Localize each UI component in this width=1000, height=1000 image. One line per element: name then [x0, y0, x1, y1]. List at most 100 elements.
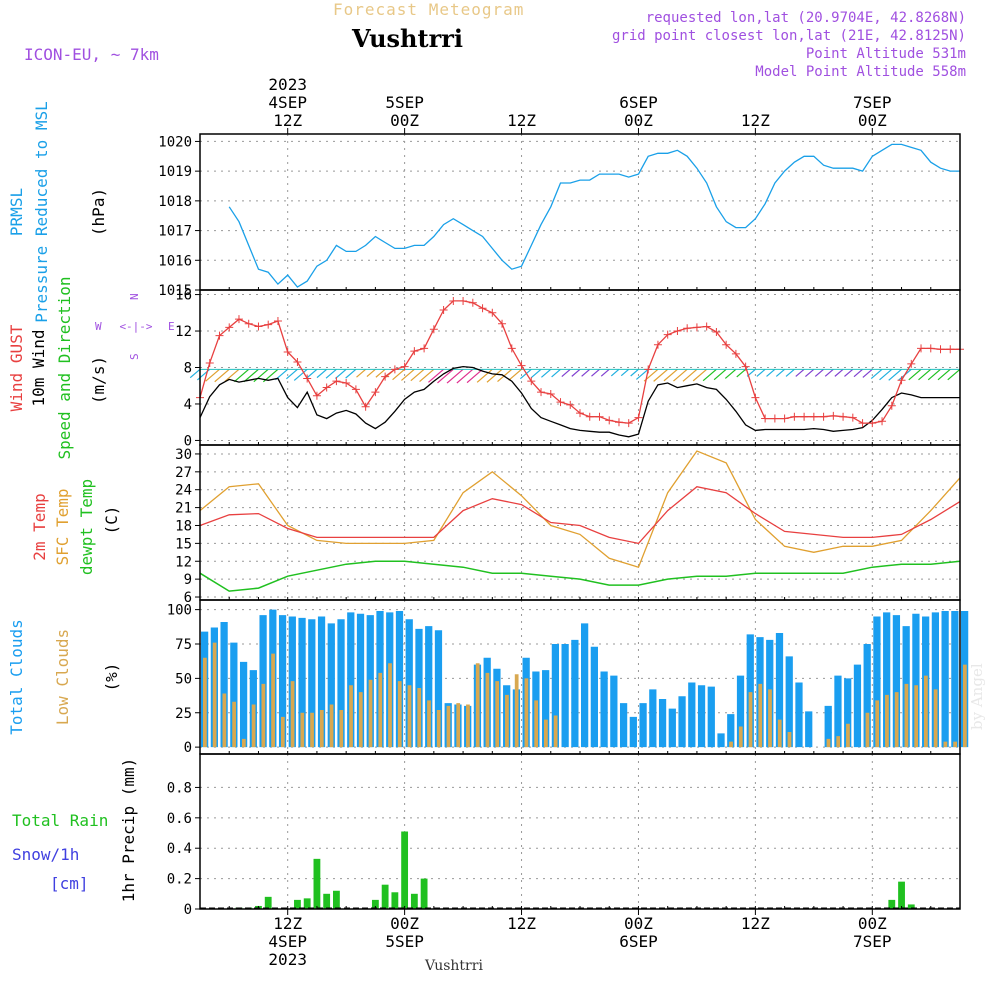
low-cloud-bar	[943, 741, 948, 748]
total-cloud-bar	[610, 675, 618, 748]
low-cloud-bar	[894, 692, 899, 748]
rain-bar	[401, 831, 409, 909]
total-cloud-bar	[239, 661, 248, 748]
low-cloud-bar	[953, 741, 957, 748]
x-tick-label-top: 12Z	[741, 111, 770, 130]
y-tick-label: 16	[175, 288, 192, 304]
total-cloud-bar	[736, 675, 745, 748]
x-tick-label-bottom: 2023	[268, 950, 307, 969]
wind-direction-arrow	[908, 368, 922, 381]
wind-direction-arrow	[795, 368, 805, 377]
low-cloud-bar	[904, 683, 909, 748]
wind-direction-arrow	[508, 368, 522, 381]
wind-direction-arrow	[519, 368, 532, 380]
low-cloud-bar	[475, 663, 480, 748]
low-cloud-bar	[232, 701, 236, 748]
wind-direction-arrow	[736, 368, 747, 378]
dir-key-glyph: <-|->	[119, 320, 152, 333]
gridpoint-coords: grid point closest lon,lat (21E, 42.8125…	[611, 28, 966, 44]
x-tick-label-top: 7SEP	[853, 93, 892, 112]
wind-direction-arrow	[724, 368, 737, 379]
gust-marker	[390, 365, 399, 374]
total-cloud-bar	[668, 708, 676, 748]
low-cloud-bar	[865, 712, 870, 748]
wind-direction-arrow	[366, 368, 376, 378]
x-tick-label-bottom: 00Z	[858, 914, 887, 933]
y-tick-label: 25	[175, 706, 192, 722]
gust-marker	[322, 383, 331, 392]
gust-marker	[429, 325, 438, 334]
clouds-unit: (%)	[102, 663, 121, 692]
low-cloud-bar	[358, 692, 363, 748]
x-tick-label-bottom: 6SEP	[619, 932, 658, 951]
y-tick-label: 12	[175, 324, 192, 340]
wind-direction-arrow	[824, 368, 834, 377]
low-cloud-bar	[319, 710, 324, 748]
precip-axis-label: 1hr Precip (mm)	[119, 758, 138, 903]
y-tick-label: 100	[167, 603, 192, 619]
low-cloud-bar	[485, 672, 490, 748]
y-tick-label: 0	[184, 740, 192, 756]
wind-direction-arrow	[306, 368, 318, 379]
wind-direction-arrow	[214, 368, 230, 383]
gust-marker	[868, 419, 877, 428]
gust-marker	[293, 358, 302, 367]
pressure-line	[228, 143, 960, 288]
total-cloud-bar	[834, 675, 842, 748]
wind-direction-arrow	[785, 368, 795, 377]
gust-marker	[410, 347, 419, 356]
y-tick-label: 1018	[158, 194, 192, 210]
total-cloud-bar	[600, 671, 608, 748]
y-tick-label: 1015	[158, 283, 192, 299]
gust-marker	[381, 372, 390, 381]
wind-direction-arrow	[888, 368, 902, 381]
wind-direction-arrow	[571, 368, 581, 377]
temp-2m-line	[199, 486, 961, 545]
total-cloud-bar	[590, 646, 598, 748]
gust-marker	[527, 377, 536, 386]
low-cloud-bar	[836, 736, 841, 748]
total-cloud-bar	[629, 716, 637, 748]
wind-direction-arrow	[775, 368, 786, 377]
dir-key-w: W	[95, 320, 102, 333]
total-clouds-label: Total Clouds	[7, 619, 26, 735]
model-label: ICON-EU, ~ 7km	[24, 45, 159, 64]
y-tick-label: 4	[184, 397, 192, 413]
model-altitude: Model Point Altitude 558m	[755, 64, 966, 80]
x-tick-label-top: 00Z	[858, 111, 887, 130]
gust-marker	[566, 400, 575, 409]
wind-direction-arrow	[561, 368, 571, 378]
gust-marker	[371, 388, 380, 397]
total-cloud-bar	[308, 619, 316, 748]
y-tick-label: 0.4	[167, 841, 192, 857]
low-cloud-bar	[427, 700, 431, 748]
dewpoint-line	[199, 560, 961, 592]
rain-bar	[313, 858, 321, 909]
snow-label: Snow/1h	[12, 845, 79, 864]
y-tick-label: 1020	[158, 134, 192, 150]
total-cloud-bar	[649, 689, 657, 748]
y-tick-label: 24	[175, 483, 192, 499]
wind-direction-arrow	[375, 368, 386, 378]
gust-marker	[644, 365, 653, 374]
dewpoint-label: dewpt Temp	[77, 479, 96, 575]
low-cloud-bar	[388, 663, 392, 748]
gust-marker	[205, 358, 214, 367]
x-tick-label-bottom: 7SEP	[853, 932, 892, 951]
y-tick-label: 1016	[158, 253, 192, 269]
low-cloud-bar	[933, 689, 938, 748]
gust-marker	[254, 322, 263, 331]
total-cloud-bar	[356, 613, 365, 748]
wind-direction-label: Speed and Direction	[55, 276, 74, 459]
total-cloud-bar	[395, 611, 404, 748]
total-cloud-bar	[697, 685, 706, 748]
wind-direction-arrow	[224, 368, 240, 382]
gust-marker	[361, 402, 370, 411]
low-cloud-bar	[446, 705, 451, 748]
total-cloud-bar	[405, 619, 413, 748]
gust-marker	[303, 374, 312, 383]
total-cloud-bar	[298, 617, 306, 748]
wind-gust-line	[199, 300, 960, 424]
wind-direction-arrow	[446, 368, 464, 384]
